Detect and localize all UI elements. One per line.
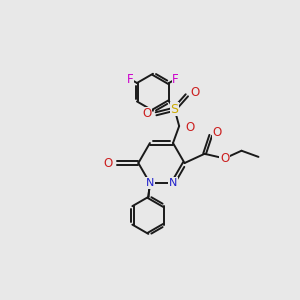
Text: N: N	[146, 178, 154, 188]
Text: O: O	[185, 121, 195, 134]
Text: F: F	[127, 73, 134, 85]
Text: O: O	[212, 126, 221, 139]
Text: N: N	[169, 178, 177, 188]
Text: O: O	[190, 86, 199, 99]
Text: O: O	[220, 152, 229, 165]
Text: S: S	[170, 103, 178, 116]
Text: O: O	[103, 157, 112, 169]
Text: F: F	[172, 73, 179, 85]
Text: O: O	[142, 107, 152, 120]
